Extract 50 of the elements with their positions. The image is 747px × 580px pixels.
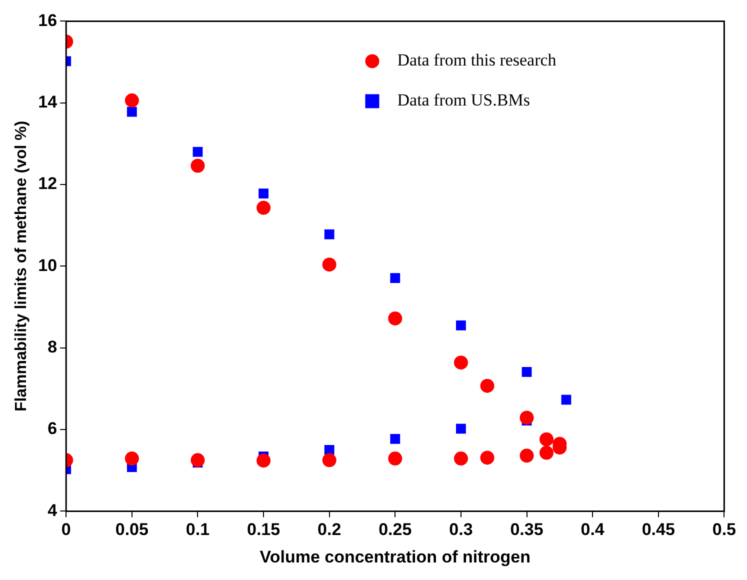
point [522,367,532,377]
point [520,448,534,463]
x-tick-label: 0.45 [642,520,675,540]
x-tick-label: 0.35 [510,520,544,540]
point [124,452,139,466]
point [388,311,402,326]
x-tick-label: 0 [61,520,71,540]
point [561,394,572,405]
x-tick-label: 0.2 [318,520,342,540]
y-tick-label: 14 [38,92,58,112]
point [258,188,268,198]
y-tick-label: 10 [38,256,58,275]
point [454,356,468,370]
x-tick-label: 0.15 [246,520,280,540]
x-tick-label: 0.1 [186,520,210,540]
point [256,200,271,215]
point [126,106,137,117]
y-tick-label: 4 [48,500,58,520]
point [456,320,466,330]
point [390,434,400,444]
legend-label: Data from this research [397,50,557,70]
point [480,378,494,393]
x-axis-title: Volume concentration of nitrogen [260,547,531,566]
x-tick-label: 0.4 [580,520,605,540]
point [124,93,139,108]
point [190,158,205,173]
x-tick-label: 0.5 [712,520,736,540]
point [322,258,336,272]
y-tick-label: 12 [38,174,58,194]
point [540,446,554,460]
point [322,453,336,468]
y-axis-title: Flammability limits of methane (vol %) [13,120,30,412]
point [520,410,534,425]
point [454,452,468,466]
x-tick-label: 0.25 [378,520,412,540]
x-tick-label: 0.05 [115,520,148,540]
point [324,229,334,240]
point [480,450,494,465]
point [190,453,205,468]
point [192,146,203,157]
point [390,273,400,283]
legend-label: Data from US.BMs [397,90,530,110]
point [388,452,402,466]
y-tick-label: 6 [48,419,58,438]
point [256,454,271,468]
point [456,424,466,434]
x-tick-label: 0.3 [449,520,473,540]
y-tick-label: 16 [38,10,58,30]
y-tick-label: 8 [48,338,58,357]
point [540,432,554,446]
